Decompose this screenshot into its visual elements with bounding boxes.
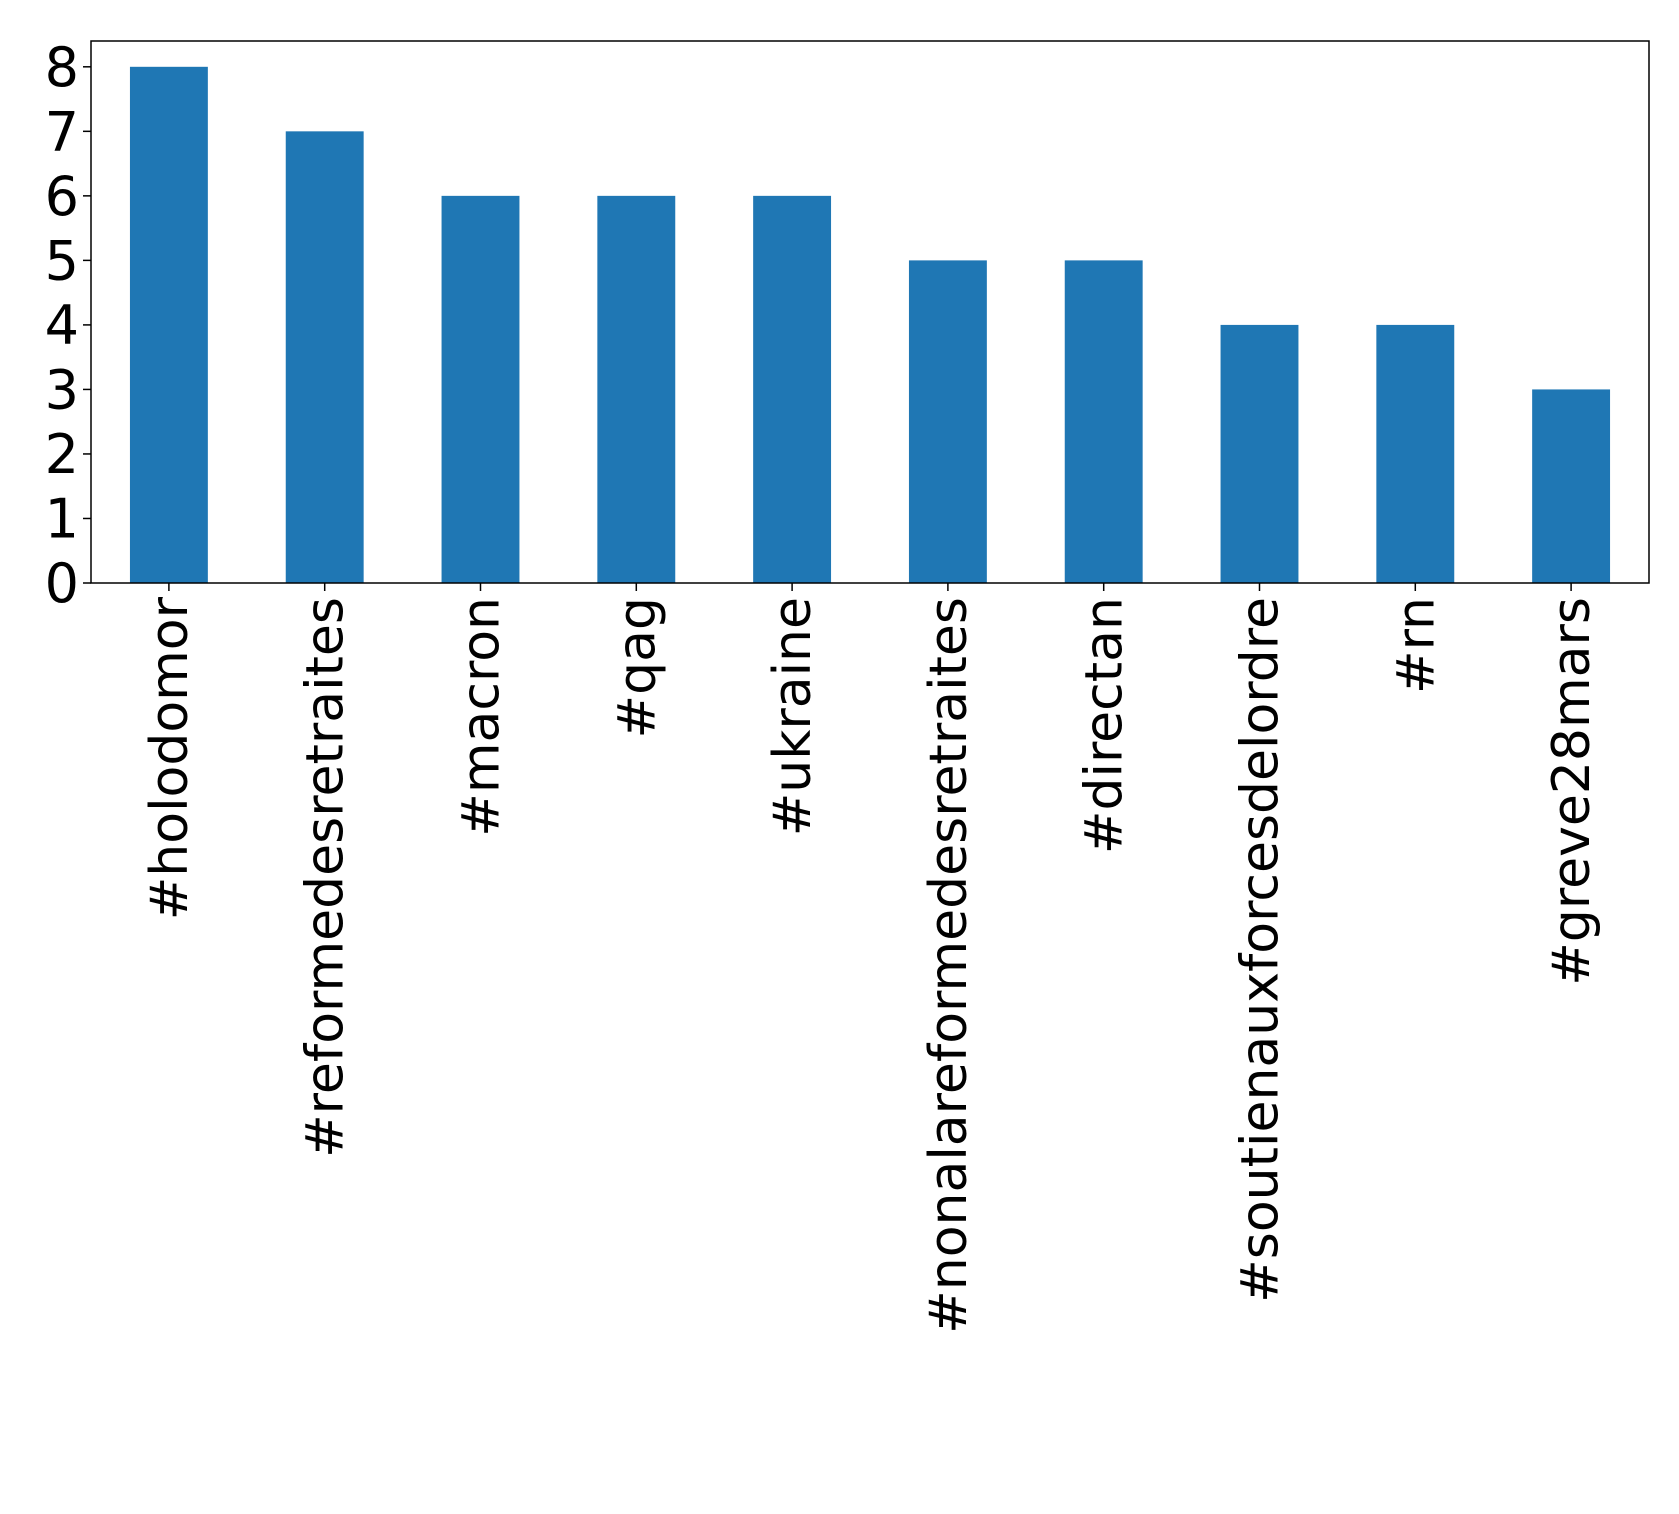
bar-soutienauxforcesdelordre — [1220, 324, 1299, 583]
bar-holodomor — [129, 66, 208, 584]
x-axis-ticks: #holodomor #reformedesretraites #macron #qa… — [140, 583, 1602, 1334]
y-tick-label: 6 — [45, 165, 79, 228]
x-tick-label: #holodomor — [140, 596, 200, 920]
y-tick-label: 5 — [45, 229, 79, 292]
y-tick-label: 3 — [45, 358, 79, 421]
x-tick-label: #macron — [452, 597, 512, 837]
x-tick-label: #ukraine — [763, 597, 823, 836]
bar-reformedesretraites — [285, 131, 364, 584]
bar-macron — [441, 195, 520, 583]
bar-greve28mars — [1532, 389, 1611, 583]
bar-nonalareformedesretraites — [908, 260, 987, 583]
plot-frame — [90, 40, 1650, 584]
y-tick-label: 1 — [45, 487, 79, 550]
y-tick-label: 2 — [45, 423, 79, 486]
y-tick-label: 8 — [45, 36, 79, 99]
bar-directan — [1064, 260, 1143, 583]
x-tick-label: #greve28mars — [1542, 597, 1602, 986]
x-tick-label: #nonalareformedesretraites — [919, 597, 979, 1334]
bar-ukraine — [753, 195, 832, 583]
x-tick-label: #rn — [1386, 597, 1446, 694]
y-tick-label: 4 — [45, 294, 79, 357]
y-tick-label: 7 — [45, 100, 79, 163]
bar-rn — [1376, 324, 1455, 583]
bar-qag — [597, 195, 676, 583]
x-tick-label: #qag — [607, 597, 667, 738]
bars — [129, 66, 1611, 584]
x-tick-label: #directan — [1075, 597, 1135, 854]
y-tick-label: 0 — [45, 552, 79, 615]
x-tick-label: #reformedesretraites — [296, 597, 356, 1158]
x-tick-label: #soutienauxforcesdelordre — [1231, 597, 1291, 1303]
